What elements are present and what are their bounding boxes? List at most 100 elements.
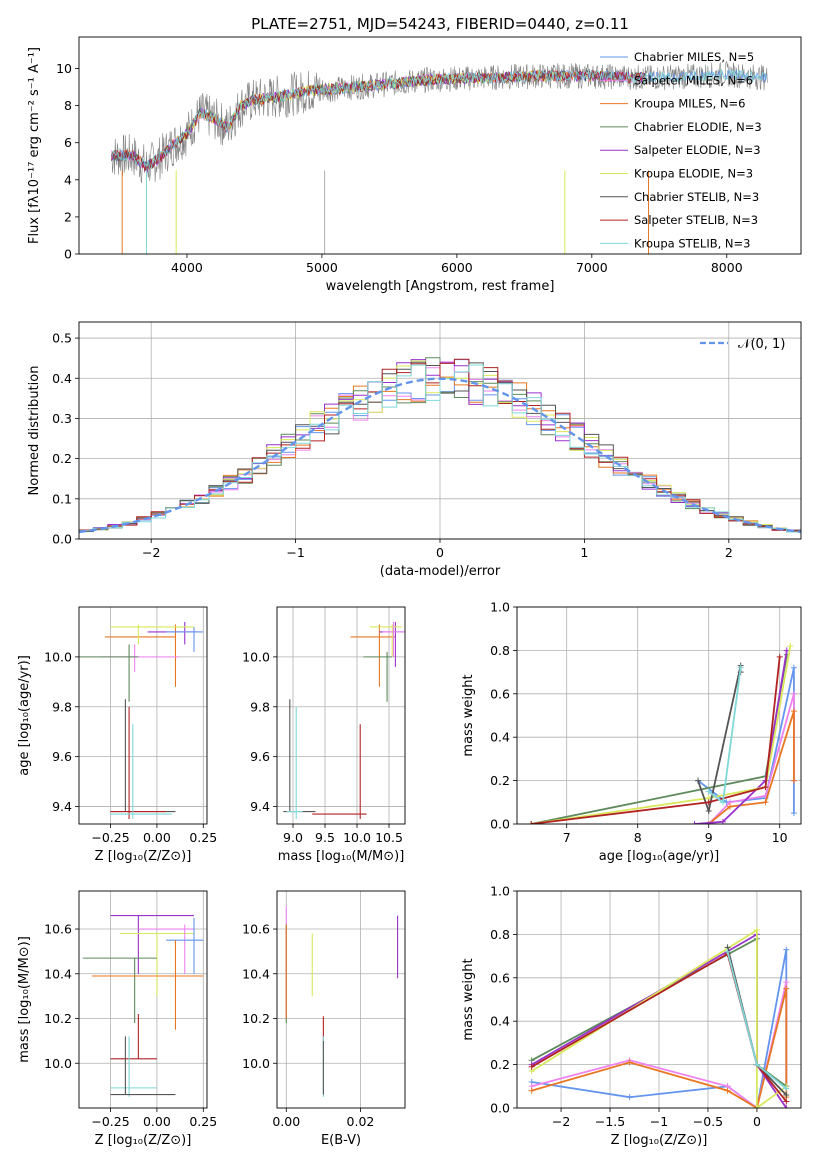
y-tick-label: 10.2 (44, 1011, 72, 1026)
weight-point (776, 653, 783, 660)
plot-area (528, 927, 790, 1108)
x-tick-label: 0 (753, 1114, 761, 1129)
weight-point (737, 664, 744, 671)
legend-entry: 𝒩(0, 1) (738, 337, 785, 352)
y-tick-label: 1.0 (490, 884, 510, 899)
y-axis-label: mass [log₁₀(M/M⊙)] (17, 936, 32, 1063)
y-tick-label: 0.4 (52, 371, 72, 386)
weight-point (783, 946, 790, 953)
y-axis-label: mass weight (461, 674, 476, 756)
x-tick-label: 0 (436, 545, 444, 560)
x-tick-label: 10.0 (343, 830, 371, 845)
y-tick-label: 10 (56, 61, 72, 76)
weight-line-4 (694, 650, 788, 824)
y-tick-label: 0.0 (490, 1101, 510, 1116)
y-tick-label: 1.0 (490, 600, 510, 615)
x-tick-label: 7000 (576, 260, 608, 275)
x-tick-label: 9.5 (315, 830, 335, 845)
plot-area (79, 621, 204, 820)
x-tick-label: 2 (725, 545, 733, 560)
y-tick-label: 0.1 (52, 491, 72, 506)
weight-point (626, 1094, 633, 1101)
y-tick-label: 0.8 (490, 643, 510, 658)
y-tick-label: 0.0 (52, 532, 72, 547)
weight-point (787, 643, 794, 650)
y-tick-label: 9.8 (250, 699, 270, 714)
y-tick-label: 10.0 (242, 649, 270, 664)
x-tick-label: 4000 (171, 260, 203, 275)
mass-vs-ebv-axes: 0.00 0.02 10.0 10.2 10.4 10.6 E(B-V) (242, 890, 406, 1148)
x-tick-label: 9.0 (283, 830, 303, 845)
weight-point (762, 799, 769, 806)
legend-entry: Chabrier STELIB, N=3 (634, 190, 759, 204)
y-tick-label: 0.8 (490, 927, 510, 942)
y-tick-label: 10.6 (44, 922, 72, 937)
weight-point (705, 788, 712, 795)
weight-point (783, 979, 790, 986)
y-tick-label: 8 (64, 98, 72, 113)
residual-histogram-7 (79, 358, 801, 532)
x-axis-label: (data-model)/error (380, 564, 501, 579)
y-tick-label: 4 (64, 172, 72, 187)
legend-entry: Salpeter MILES, N=6 (634, 73, 753, 87)
weight-point (705, 799, 712, 806)
weight-point (753, 1061, 760, 1068)
axes-frame (78, 890, 208, 1109)
y-tick-label: 9.6 (52, 749, 72, 764)
y-tick-label: 10.0 (242, 1056, 270, 1071)
axes-frame (78, 321, 802, 540)
weight-point (753, 927, 760, 934)
y-tick-label: 10.0 (44, 1056, 72, 1071)
x-tick-label: 0.00 (143, 830, 171, 845)
legend-entry: Kroupa ELODIE, N=3 (634, 167, 753, 181)
weight-point (783, 1091, 790, 1098)
y-axis-label: Flux [fλ10⁻¹⁷ erg cm⁻² s⁻¹ A⁻¹] (27, 47, 42, 244)
x-tick-label: 0.25 (189, 830, 217, 845)
y-tick-label: 10.2 (242, 1011, 270, 1026)
mass-vs-z-axes: −0.25 0.00 0.25 10.0 10.2 10.4 10.6 Z [log₁₀(Z/… (17, 890, 217, 1148)
weight-point (691, 821, 698, 824)
legend-entry: Chabrier ELODIE, N=3 (634, 120, 762, 134)
chart-title: PLATE=2751, MJD=54243, FIBERID=0440, z=0… (251, 15, 629, 33)
weight-vs-age-axes: 7 8 9 10 0.0 0.2 0.4 0.6 0.8 1.0 age [log₁₀(age/yr… (461, 600, 802, 864)
x-tick-label: 0.00 (272, 1114, 300, 1129)
y-tick-label: 0.5 (52, 331, 72, 346)
weight-point (719, 799, 726, 806)
legend: Chabrier MILES, N=5 Salpeter MILES, N=6 Kr… (600, 50, 762, 250)
x-tick-label: −0.25 (91, 1114, 129, 1129)
x-tick-label: 6000 (441, 260, 473, 275)
spectrum-axes: 4000 5000 6000 7000 8000 0 2 4 6 8 10 wavelength [A… (27, 36, 802, 294)
y-tick-label: 0 (64, 247, 72, 262)
weight-vs-z-axes: −2 −1.5 −1 −0.5 0 0.0 0.2 0.4 0.6 0.8 1.0 Z [log₁₀(… (461, 884, 802, 1148)
weight-point (790, 777, 797, 784)
x-tick-label: −0.5 (693, 1114, 723, 1129)
model-spectrum-8 (111, 69, 768, 171)
y-tick-label: 10.6 (242, 922, 270, 937)
weight-point (783, 985, 790, 992)
y-tick-label: 10.4 (44, 966, 72, 981)
x-tick-label: 0.02 (347, 1114, 375, 1129)
weight-point (790, 690, 797, 697)
weight-point (528, 1063, 535, 1070)
weight-point (783, 1105, 790, 1108)
weight-point (626, 1059, 633, 1066)
legend-entry: Chabrier MILES, N=5 (634, 50, 754, 64)
weight-point (762, 784, 769, 791)
x-axis-label: wavelength [Angstrom, rest frame] (326, 279, 555, 294)
weight-point (705, 807, 712, 814)
weight-point (753, 1105, 760, 1108)
x-tick-label: −0.25 (91, 830, 129, 845)
axes-frame (78, 606, 208, 825)
x-tick-label: 5000 (306, 260, 338, 275)
axes-frame (78, 36, 802, 255)
weight-point (783, 1085, 790, 1092)
weight-point (727, 803, 733, 810)
axes-frame (276, 890, 406, 1109)
y-tick-label: 0.6 (490, 970, 510, 985)
y-tick-label: 10.4 (242, 966, 270, 981)
legend-entry: Kroupa STELIB, N=3 (634, 236, 751, 250)
plot-area (285, 906, 399, 1097)
age-vs-z-axes: −0.25 0.00 0.25 9.4 9.6 9.8 10.0 Z [log₁₀(Z/Z⊙)… (17, 606, 217, 864)
y-tick-label: 0.2 (490, 1057, 510, 1072)
